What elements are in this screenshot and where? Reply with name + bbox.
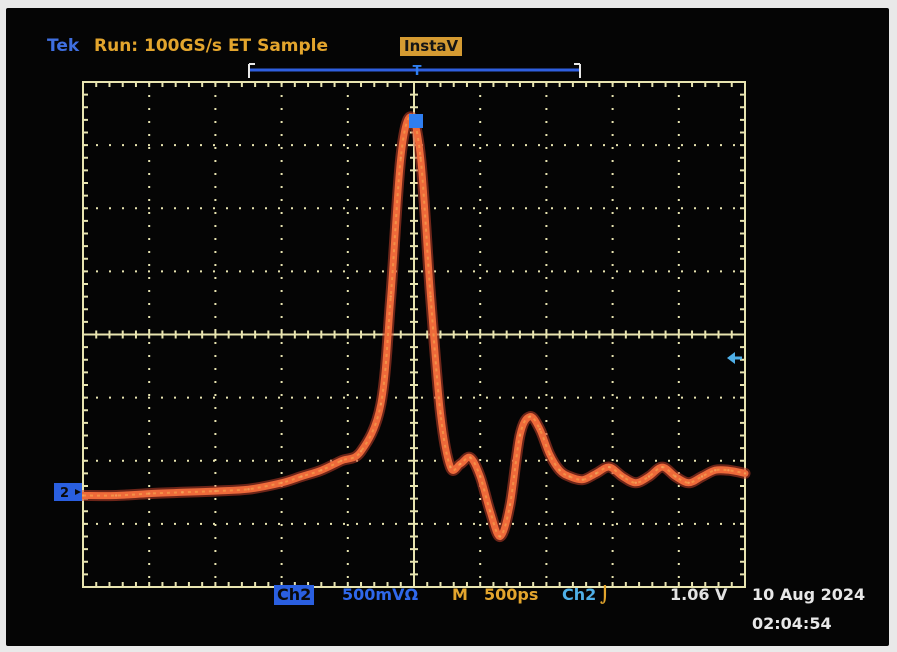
trace-point bbox=[548, 453, 551, 456]
trace-point bbox=[743, 472, 747, 475]
trace-point bbox=[247, 488, 250, 491]
trace-point bbox=[459, 462, 462, 466]
trigger-position-marker: T bbox=[413, 64, 422, 79]
channel-indicator[interactable]: Ch2 bbox=[274, 585, 315, 605]
trace-point bbox=[419, 156, 422, 159]
graticule bbox=[82, 81, 746, 588]
trigger-slope-icon: ⌡ bbox=[600, 585, 610, 604]
trace-point bbox=[727, 469, 730, 472]
trace-point bbox=[538, 428, 541, 431]
trace-point bbox=[498, 535, 502, 538]
timebase-prefix: M bbox=[452, 585, 468, 604]
vertical-scale: 500mVΩ bbox=[342, 585, 419, 604]
trace-point bbox=[647, 475, 651, 478]
trace-point bbox=[280, 481, 283, 484]
oscilloscope-screen bbox=[6, 8, 889, 646]
trace-point bbox=[181, 491, 184, 494]
trace-point bbox=[389, 295, 392, 298]
channel-marker-label: 2 bbox=[60, 486, 69, 501]
trace-point bbox=[687, 481, 690, 484]
trigger-point-marker bbox=[409, 114, 423, 128]
acquisition-status: Run: 100GS/s ET Sample bbox=[94, 36, 329, 56]
trigger-level: 1.06 V bbox=[670, 585, 728, 604]
waveform-trace bbox=[79, 113, 749, 540]
trace-point bbox=[300, 475, 303, 478]
trace-point bbox=[479, 475, 482, 478]
brand-label: Tek bbox=[47, 36, 80, 56]
trace-point bbox=[379, 402, 383, 406]
trace-point bbox=[508, 503, 512, 507]
trace-point bbox=[568, 475, 571, 478]
trace-layer bbox=[77, 111, 751, 542]
channel-ground-marker[interactable]: 2 bbox=[54, 483, 82, 501]
display-mode-badge: InstaV bbox=[400, 37, 463, 56]
timebase-value: 500ps bbox=[484, 585, 539, 604]
trigger-level-arrow[interactable] bbox=[727, 352, 742, 364]
trace-point bbox=[148, 492, 151, 495]
trace-point bbox=[581, 478, 584, 481]
trace-point bbox=[634, 481, 637, 484]
trace-point bbox=[714, 469, 717, 472]
trace-point bbox=[469, 456, 472, 459]
trace-point bbox=[81, 494, 85, 497]
time-readout: 02:04:54 bbox=[752, 614, 832, 633]
trace-point bbox=[320, 469, 323, 472]
trace-point bbox=[608, 465, 611, 469]
trace-point bbox=[399, 156, 402, 159]
trace-point bbox=[214, 489, 217, 493]
trace-point bbox=[661, 465, 664, 469]
trace-point bbox=[674, 475, 677, 478]
trace-point bbox=[594, 472, 598, 475]
trace-point bbox=[558, 469, 561, 472]
trace-point bbox=[439, 412, 442, 415]
trigger-position-bracket: T bbox=[248, 63, 581, 79]
trace-point bbox=[429, 295, 432, 298]
trace-point bbox=[528, 415, 532, 418]
trigger-channel: Ch2 bbox=[562, 585, 597, 604]
trace-point bbox=[518, 434, 522, 437]
date-readout: 10 Aug 2024 bbox=[752, 585, 866, 604]
trace-point bbox=[488, 510, 492, 513]
trace-point bbox=[359, 450, 363, 453]
trace-point bbox=[621, 475, 624, 478]
trace-point bbox=[340, 459, 343, 462]
trace-point bbox=[700, 475, 704, 478]
trace-point bbox=[114, 494, 118, 497]
trace-point bbox=[449, 465, 452, 469]
